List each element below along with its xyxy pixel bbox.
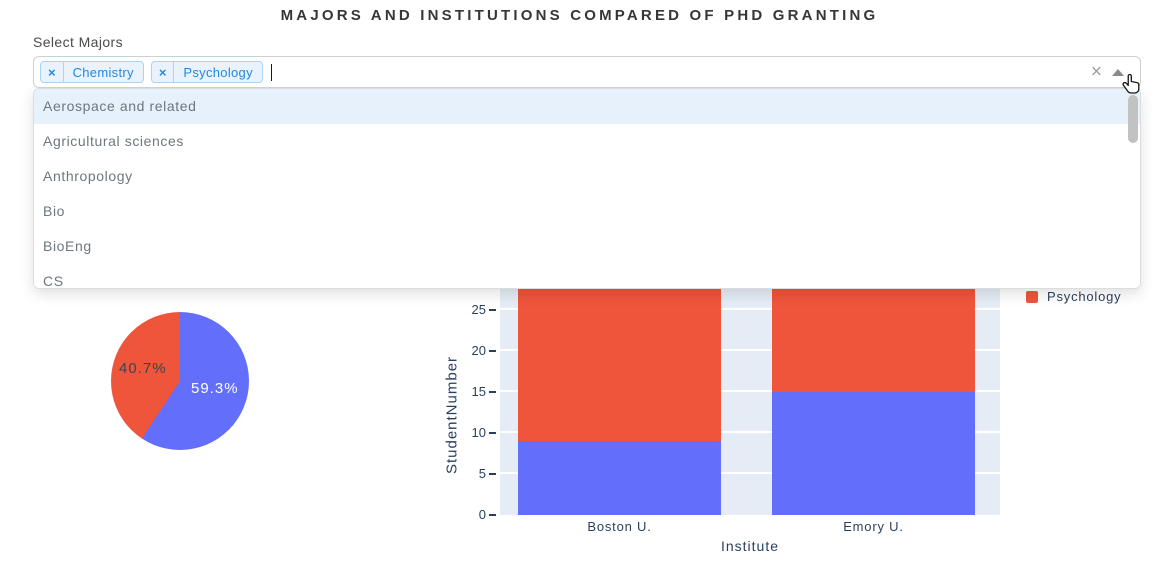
y-tick-label: 5 [478,466,486,481]
dropdown-option[interactable]: Bio [34,194,1140,229]
stacked-bar [772,269,975,515]
y-tick-mark [489,514,496,516]
gridline [500,472,1000,474]
y-axis-ticks: 0 5 10 15 20 25 [440,240,500,522]
y-tick-mark [489,309,496,311]
remove-tag-icon[interactable]: × [41,62,64,82]
stacked-bar [518,277,721,515]
bar-segment[interactable] [518,277,721,442]
selected-tag: × Chemistry [40,61,144,83]
pie-chart[interactable] [111,312,249,450]
selected-tags: × Chemistry × Psychology [40,61,263,83]
page-title: MAJORS AND INSTITUTIONS COMPARED OF PHD … [280,7,879,24]
y-tick-mark [489,432,496,434]
bar-segment[interactable] [772,269,975,392]
x-axis-title: Institute [720,538,780,554]
legend-swatch-psychology[interactable] [1026,290,1038,303]
majors-combobox[interactable]: × Chemistry × Psychology × [33,56,1141,88]
dropdown-option[interactable]: BioEng [34,229,1140,264]
y-tick-label: 15 [471,384,486,399]
gridline [500,349,1000,351]
dropdown-scrollbar[interactable] [1128,95,1138,143]
pie-chart-container: 40.7% 59.3% [111,312,249,450]
remove-tag-icon[interactable]: × [152,62,175,82]
x-tick-label: Emory U. [843,519,904,534]
y-tick-label: 10 [471,425,486,440]
bar-segment[interactable] [518,441,721,515]
x-tick-label: Boston U. [587,519,652,534]
dropdown-option[interactable]: Aerospace and related [34,89,1140,124]
dropdown-option[interactable]: Anthropology [34,159,1140,194]
majors-dropdown: Aerospace and related Agricultural scien… [33,88,1141,289]
selected-tag-label: Psychology [183,64,253,80]
text-cursor [270,63,273,81]
clear-select-icon[interactable]: × [1090,61,1102,83]
selected-tag: × Psychology [150,61,263,83]
pie-label-blue-slice: 59.3% [191,380,239,397]
dropdown-option[interactable]: Agricultural sciences [34,124,1140,159]
y-tick-label: 0 [478,507,486,522]
dropdown-option[interactable]: CS [34,264,1140,288]
bar-segment[interactable] [772,392,975,515]
y-tick-mark [489,391,496,393]
y-tick-label: 25 [471,302,486,317]
pie-label-red-slice: 40.7% [119,360,167,377]
gridline [500,390,1000,392]
y-tick-label: 20 [471,343,486,358]
gridline [500,308,1000,310]
selected-tag-label: Chemistry [72,64,134,80]
legend-label-psychology[interactable]: Psychology [1047,289,1122,304]
y-tick-mark [489,350,496,352]
gridline [500,431,1000,433]
select-majors-label: Select Majors [33,34,124,50]
dropdown-caret-icon[interactable] [1112,69,1124,76]
chart-legend: Psychology [1026,289,1121,304]
y-tick-mark [489,473,496,475]
bar-chart-container: StudentNumber 0 5 10 15 20 25 Institute Psych… [440,240,1159,579]
